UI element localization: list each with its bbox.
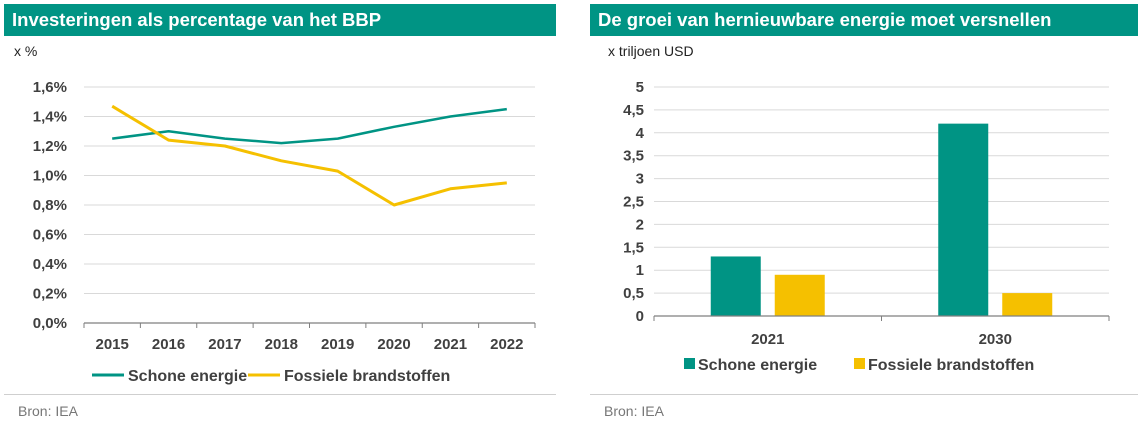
y-tick-label: 1,4% [33, 109, 67, 126]
right-footer-divider [590, 394, 1138, 395]
y-tick-label: 0,5 [623, 285, 644, 302]
right-chart-title: De groei van hernieuwbare energie moet v… [590, 4, 1138, 36]
right-source-label: Bron: IEA [604, 403, 664, 419]
bar-schone-energie-2021 [710, 256, 761, 316]
y-tick-label: 5 [636, 79, 644, 96]
x-tick-label: 2017 [208, 336, 241, 353]
y-tick-label: 3,5 [623, 148, 644, 165]
x-tick-label: 2030 [979, 331, 1012, 348]
bar-schone-energie-2030 [938, 123, 989, 316]
series-line-fossiele-brandstoffen [111, 104, 507, 207]
right-chart-panel: De groei van hernieuwbare energie moet v… [586, 0, 1142, 424]
y-tick-label: 2 [636, 216, 644, 233]
y-tick-label: 1,5 [623, 239, 644, 256]
y-tick-label: 1,0% [33, 168, 67, 185]
y-tick-label: 1 [636, 262, 644, 279]
legend-swatch [854, 358, 865, 369]
y-tick-label: 4,5 [623, 102, 644, 119]
y-tick-label: 0,2% [33, 286, 67, 303]
y-tick-label: 0,0% [33, 315, 67, 332]
legend-label: Fossiele brandstoffen [284, 368, 450, 385]
bar-fossiele-brandstoffen-2030 [1002, 293, 1053, 316]
x-tick-label: 2020 [377, 336, 410, 353]
y-tick-label: 0,8% [33, 197, 67, 214]
series-line-schone-energie [112, 107, 507, 145]
y-tick-label: 3 [636, 171, 644, 188]
legend-label: Fossiele brandstoffen [868, 357, 1034, 374]
left-chart-panel: Investeringen als percentage van het BBP… [0, 0, 556, 424]
left-chart-title: Investeringen als percentage van het BBP [4, 4, 556, 36]
legend-label: Schone energie [698, 357, 817, 374]
x-tick-label: 2021 [751, 331, 784, 348]
y-tick-label: 0,4% [33, 256, 67, 273]
bar-fossiele-brandstoffen-2021 [774, 274, 825, 316]
y-tick-label: 0,6% [33, 227, 67, 244]
line-chart: 0,0% 0,2% 0,4% 0,6% 0,8% 1,0% 1,2% 1,4% 1,6% 2015… [33, 79, 536, 385]
left-source-label: Bron: IEA [18, 403, 78, 419]
y-tick-label: 2,5 [623, 194, 644, 211]
x-tick-label: 2019 [321, 336, 354, 353]
x-tick-label: 2022 [490, 336, 523, 353]
bar-chart: 0 0,5 1 1,5 2 2,5 3 3,5 4 4,5 5 2021 2030 Schone ener… [623, 79, 1110, 374]
y-tick-label: 1,6% [33, 79, 67, 96]
x-tick-label: 2018 [265, 336, 298, 353]
right-chart-unit-label: x triljoen USD [608, 43, 694, 59]
x-tick-label: 2016 [152, 336, 185, 353]
y-tick-label: 0 [636, 308, 644, 325]
left-footer-divider [4, 394, 556, 395]
left-chart-unit-label: x % [14, 43, 38, 59]
legend-label: Schone energie [128, 368, 247, 385]
x-tick-label: 2021 [434, 336, 467, 353]
x-tick-label: 2015 [96, 336, 129, 353]
y-tick-label: 4 [636, 125, 645, 142]
y-tick-label: 1,2% [33, 138, 67, 155]
legend-swatch [684, 358, 695, 369]
